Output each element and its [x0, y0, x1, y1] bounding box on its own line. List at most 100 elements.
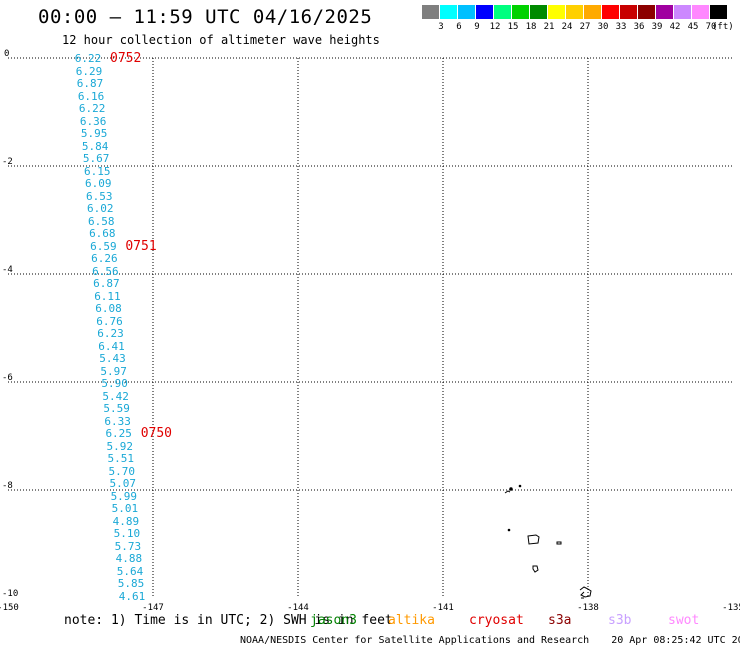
footer-credit: NOAA/NESDIS Center for Satellite Applica…: [240, 635, 740, 646]
legend-swatch: [638, 5, 655, 19]
legend-label: 12: [489, 22, 501, 32]
swh-value: 5.90: [101, 377, 128, 391]
legend-swatch: [530, 5, 547, 19]
legend-swatch: [440, 5, 457, 19]
latitude-tick-label: -4: [2, 265, 13, 275]
map-grid: [8, 57, 733, 598]
swh-value: 6.29: [75, 64, 103, 78]
legend-swatch: [602, 5, 619, 19]
swh-value: 6.58: [88, 214, 115, 228]
swh-value: 5.10: [113, 527, 141, 541]
longitude-tick-label: -144: [287, 603, 309, 613]
legend-swatch: [692, 5, 709, 19]
legend-swatch: [494, 5, 511, 19]
legend-label: 15: [507, 22, 519, 32]
swh-value: 6.23: [97, 327, 124, 341]
swh-value: 4.61: [118, 590, 146, 603]
swh-value: 6.33: [104, 414, 131, 428]
swh-value: 5.64: [116, 564, 144, 578]
legend-swatch: [620, 5, 637, 19]
latitude-tick-label: -6: [2, 373, 13, 383]
swh-value: 6.25: [105, 427, 132, 441]
longitude-tick-label: -141: [432, 603, 454, 613]
legend-swatch: [422, 5, 439, 19]
pass-time-label: 0752: [110, 51, 142, 66]
legend-label: 42: [669, 22, 681, 32]
island-outline: [518, 484, 522, 488]
legend-label: 18: [525, 22, 537, 32]
satellite-label: s3b: [608, 613, 632, 628]
swh-value: 5.07: [109, 477, 137, 491]
swh-value: 6.68: [89, 227, 116, 241]
legend-swatch: [566, 5, 583, 19]
swh-value: 6.09: [84, 177, 112, 191]
legend-label: 27: [579, 22, 591, 32]
legend-label: 30: [597, 22, 609, 32]
generated-timestamp: 20 Apr 08:25:42 UTC 2025: [611, 635, 740, 646]
satellite-label: cryosat: [469, 613, 524, 628]
swh-value: 6.08: [95, 302, 122, 316]
swh-value: 5.85: [117, 577, 145, 591]
swh-value: 5.99: [110, 489, 138, 503]
swh-value: 6.22: [78, 102, 106, 116]
swh-value: 5.51: [107, 452, 134, 466]
swh-value: 5.92: [106, 439, 133, 453]
footer-note: note: 1) Time is in UTC; 2) SWH is in fe…: [64, 613, 393, 628]
latitude-tick-label: -8: [2, 481, 13, 491]
satellite-label: s3a: [548, 613, 572, 628]
island-outline: [556, 541, 562, 545]
swh-value: 6.11: [94, 289, 121, 303]
swh-value: 5.84: [81, 139, 109, 153]
swh-value: 5.97: [100, 364, 127, 378]
legend-label: 39: [651, 22, 663, 32]
legend-label: 70: [705, 22, 717, 32]
legend-swatch: [458, 5, 475, 19]
swh-value: 6.02: [87, 202, 114, 216]
legend-swatch: [512, 5, 529, 19]
island-outline: [509, 487, 513, 491]
legend-label: 9: [474, 22, 480, 32]
swh-value: 6.41: [98, 339, 125, 353]
swh-value: 6.15: [83, 164, 111, 178]
legend-swatch: [710, 5, 727, 19]
legend-label: 36: [633, 22, 645, 32]
island-outline: [507, 528, 511, 532]
legend-label: 6: [456, 22, 462, 32]
legend-label: 21: [543, 22, 555, 32]
swh-value: 6.56: [92, 264, 119, 278]
swh-value: 6.87: [93, 277, 120, 291]
credit-text: NOAA/NESDIS Center for Satellite Applica…: [240, 635, 590, 646]
swh-value: 5.01: [111, 502, 139, 516]
swh-value: 5.43: [99, 352, 126, 366]
longitude-tick-label: -150: [0, 603, 19, 613]
swh-value: 6.16: [77, 89, 105, 103]
swh-value: 6.22: [74, 52, 102, 65]
island-outline: [527, 534, 540, 545]
legend-unit: (ft): [712, 22, 734, 32]
legend-label: 24: [561, 22, 573, 32]
swh-value: 6.76: [96, 314, 123, 328]
swh-value: 5.73: [114, 539, 142, 553]
legend-swatch: [476, 5, 493, 19]
swh-value: 5.42: [102, 389, 129, 403]
legend-swatch: [656, 5, 673, 19]
legend-label: 45: [687, 22, 699, 32]
longitude-tick-label: -138: [577, 603, 599, 613]
swh-value: 5.70: [108, 464, 136, 478]
swh-value: 6.87: [76, 77, 104, 91]
legend-swatch: [584, 5, 601, 19]
island-outline: [579, 586, 592, 598]
satellite-label: swot: [668, 613, 700, 628]
legend-swatch: [674, 5, 691, 19]
longitude-tick-label: -135: [722, 603, 740, 613]
island-outline: [504, 490, 511, 494]
island-outlines: [504, 484, 592, 599]
swh-value: 4.89: [112, 514, 140, 528]
latitude-tick-label: -2: [2, 157, 13, 167]
island-outline: [532, 565, 539, 573]
satellite-label: altika: [388, 613, 435, 628]
swh-value: 5.59: [103, 402, 130, 416]
swh-value: 4.88: [115, 552, 143, 566]
pass-time-label: 0751: [125, 238, 157, 254]
